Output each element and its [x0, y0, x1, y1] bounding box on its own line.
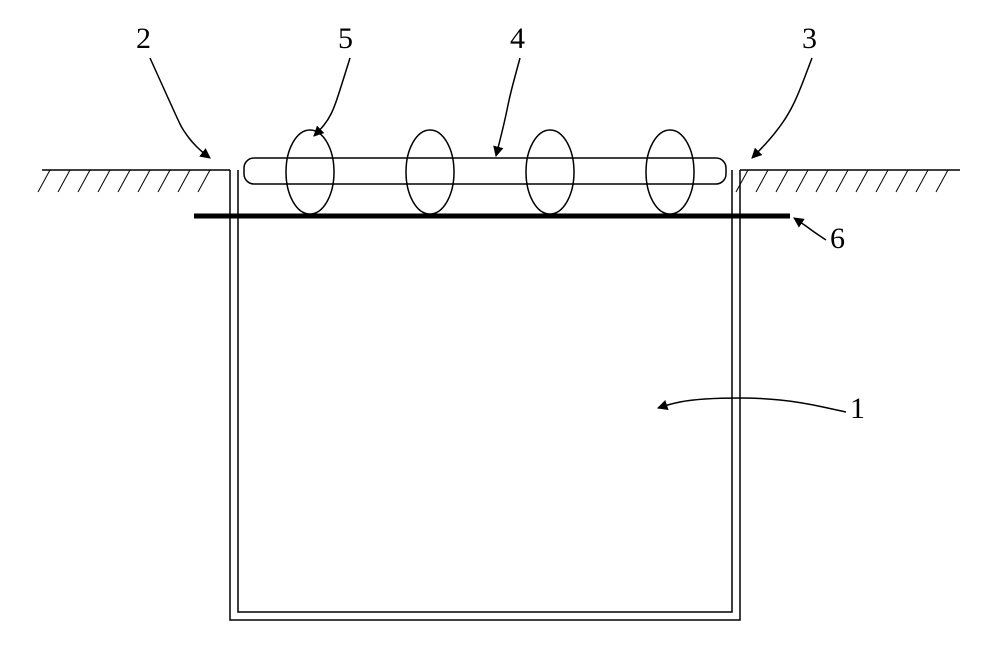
callout-3: 3: [752, 22, 817, 158]
label-4: 4: [510, 22, 525, 55]
callout-1: 1: [658, 392, 865, 425]
callout-5: 5: [314, 22, 353, 136]
label-3: 3: [802, 22, 817, 55]
label-5: 5: [338, 22, 353, 55]
callout-6: 6: [794, 218, 845, 255]
diagram-stage: 2 5 4 3 6 1: [0, 0, 1000, 646]
callout-4: 4: [496, 22, 525, 156]
label-6: 6: [830, 222, 845, 255]
label-1: 1: [850, 392, 865, 425]
callout-2: 2: [136, 22, 210, 158]
label-2: 2: [136, 22, 151, 55]
